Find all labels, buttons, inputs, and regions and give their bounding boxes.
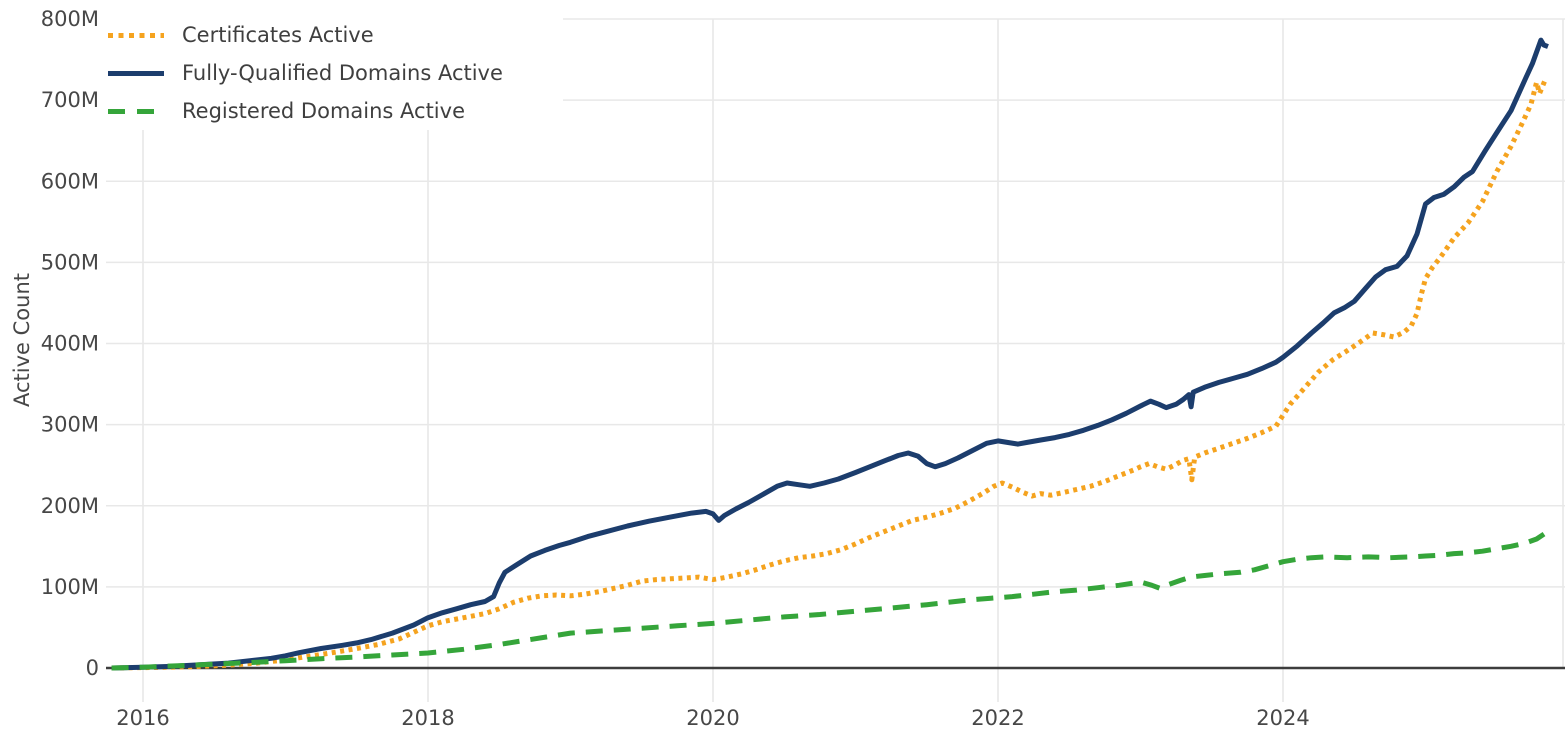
y-tick-label: 300M xyxy=(41,413,99,437)
x-tick-label: 2024 xyxy=(1256,706,1309,730)
legend-label-registered-domains-active: Registered Domains Active xyxy=(182,99,465,123)
y-tick-label: 100M xyxy=(41,575,99,599)
legend-label-fully-qualified-domains-active: Fully-Qualified Domains Active xyxy=(182,61,503,85)
y-tick-label: 400M xyxy=(41,332,99,356)
x-tick-label: 2016 xyxy=(116,706,169,730)
legend: Certificates Active Fully-Qualified Doma… xyxy=(98,16,563,130)
x-tick-label: 2018 xyxy=(401,706,454,730)
legend-item-certificates-active[interactable]: Certificates Active xyxy=(108,16,503,54)
dotted-line-swatch-icon xyxy=(108,32,164,38)
x-tick-label: 2022 xyxy=(971,706,1024,730)
series-line-certificates-active xyxy=(111,78,1548,671)
y-tick-label: 0 xyxy=(86,656,99,680)
x-tick-label: 2020 xyxy=(686,706,739,730)
y-tick-label: 500M xyxy=(41,250,99,274)
series-line-registered-domains-active xyxy=(111,529,1551,671)
y-tick-label: 200M xyxy=(41,494,99,518)
solid-line-swatch-icon xyxy=(108,70,164,76)
legend-label-certificates-active: Certificates Active xyxy=(182,23,374,47)
y-tick-label: 700M xyxy=(41,88,99,112)
series-line-fully-qualified-domains-active xyxy=(111,37,1549,671)
legend-item-registered-domains-active[interactable]: Registered Domains Active xyxy=(108,92,503,130)
y-tick-label: 600M xyxy=(41,169,99,193)
y-axis-title: Active Count xyxy=(10,273,34,407)
dashed-line-swatch-icon xyxy=(108,108,164,114)
y-tick-label: 800M xyxy=(41,7,99,31)
legend-item-fully-qualified-domains-active[interactable]: Fully-Qualified Domains Active xyxy=(108,54,503,92)
